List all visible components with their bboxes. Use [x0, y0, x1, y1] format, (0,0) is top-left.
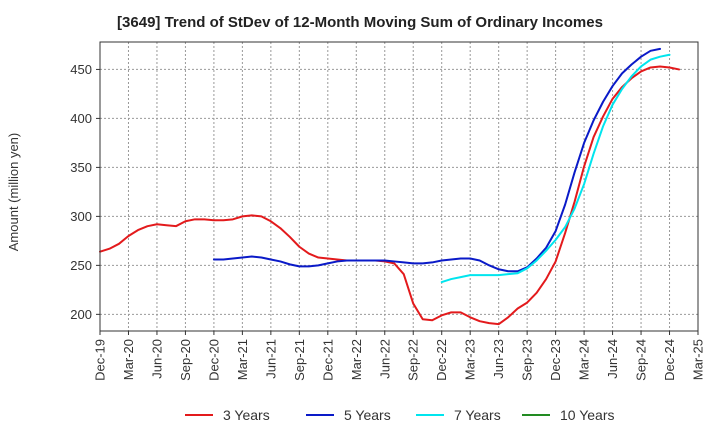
legend-label: 7 Years	[454, 407, 501, 423]
x-tick-label: Mar-21	[235, 339, 250, 380]
legend-label: 5 Years	[344, 407, 391, 423]
x-tick-label: Mar-22	[349, 339, 364, 380]
x-tick-label: Dec-19	[93, 339, 108, 381]
x-tick-label: Dec-20	[206, 339, 221, 381]
y-axis-title: Amount (million yen)	[6, 133, 21, 252]
series-line-3-years	[99, 65, 681, 326]
x-tick-label: Mar-20	[121, 339, 136, 380]
legend-label: 10 Years	[560, 407, 615, 423]
y-tick-label: 250	[70, 258, 92, 273]
y-tick-label: 200	[70, 307, 92, 322]
series-layer	[99, 47, 681, 326]
chart-title: [3649] Trend of StDev of 12-Month Moving…	[117, 14, 603, 31]
y-axis-ticks: 200 250 300 350 400 450	[70, 62, 100, 322]
y-tick-label: 300	[70, 209, 92, 224]
y-tick-label: 450	[70, 62, 92, 77]
series-line-7-years	[440, 53, 671, 284]
plot-frame	[99, 41, 699, 332]
x-tick-label: Sep-24	[634, 339, 649, 381]
x-axis-ticks: Dec-19 Mar-20 Jun-20 Sep-20 Dec-20 Mar-21 Jun-…	[93, 331, 706, 381]
x-tick-label: Jun-24	[605, 339, 620, 379]
series-line-5-years	[212, 47, 662, 273]
x-tick-label: Jun-23	[491, 339, 506, 379]
grid-layer	[100, 42, 698, 331]
x-tick-label: Mar-23	[463, 339, 478, 380]
x-tick-label: Sep-20	[178, 339, 193, 381]
x-tick-label: Sep-22	[406, 339, 421, 381]
x-tick-label: Mar-25	[691, 339, 706, 380]
x-tick-label: Dec-23	[548, 339, 563, 381]
legend-label: 3 Years	[223, 407, 270, 423]
legend: 3 Years 5 Years 7 Years 10 Years	[185, 407, 615, 423]
x-tick-label: Sep-23	[520, 339, 535, 381]
x-tick-label: Sep-21	[292, 339, 307, 381]
x-tick-label: Mar-24	[577, 339, 592, 380]
x-tick-label: Dec-21	[320, 339, 335, 381]
y-tick-label: 400	[70, 111, 92, 126]
x-tick-label: Dec-24	[662, 339, 677, 381]
y-tick-label: 350	[70, 160, 92, 175]
x-tick-label: Dec-22	[434, 339, 449, 381]
x-tick-label: Jun-22	[377, 339, 392, 379]
x-tick-label: Jun-20	[149, 339, 164, 379]
x-tick-label: Jun-21	[263, 339, 278, 379]
